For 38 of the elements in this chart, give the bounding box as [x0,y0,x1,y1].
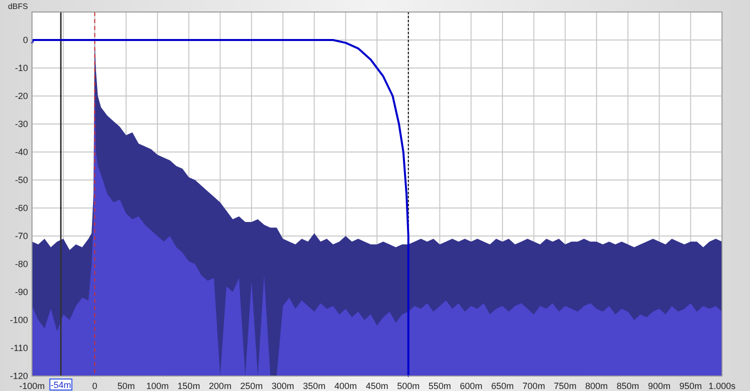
ref-line-label: -54m [50,380,72,390]
y-tick-label: -80 [14,259,28,269]
y-tick-label: -120 [10,371,28,381]
y-tick-label: 0 [22,35,28,45]
y-tick-label: -60 [14,203,28,213]
x-tick-label: 350m [303,381,326,391]
line-series [31,39,410,377]
y-tick-label: -10 [14,63,28,73]
x-tick-label: 600m [460,381,482,391]
x-tick-label: 700m [522,381,546,391]
x-tick-label: 0 [92,381,98,391]
x-tick-label: 150m [178,381,200,391]
y-tick-label: -100 [10,315,28,325]
x-tick-label: 250m [240,381,263,391]
y-tick-label: -110 [10,343,28,353]
x-tick-label: 300m [272,381,294,391]
x-tick-label: 900m [648,381,671,391]
x-tick-label: 450m [366,381,388,391]
x-tick-label: 550m [428,381,451,391]
x-tick-label: 500m [397,381,420,391]
x-tick-label: 950m [679,381,702,391]
x-tick-label: 200m [208,381,232,391]
y-tick-label: -90 [14,287,28,297]
x-tick-label: 800m [585,381,608,391]
x-tick-label: 100m [146,381,169,391]
x-tick-label: 400m [334,381,357,391]
x-tick-label: 750m [554,381,576,391]
x-tick-label: 1.000s [708,381,736,391]
y-tick-label: -70 [14,231,28,241]
x-tick-label: 50m [117,381,135,391]
y-tick-label: -20 [14,91,28,101]
x-tick-label: -100m [19,381,45,391]
y-axis-title: dBFS [8,2,28,11]
y-tick-label: -40 [14,147,28,157]
x-tick-label: 850m [616,381,640,391]
x-tick-label: 650m [491,381,514,391]
y-tick-label: -30 [14,119,28,129]
y-tick-label: -50 [14,175,28,185]
